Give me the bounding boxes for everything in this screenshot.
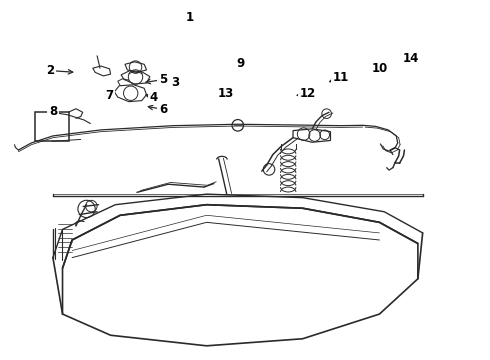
Text: 8: 8 (49, 105, 57, 118)
Text: 5: 5 (159, 73, 168, 86)
Text: 2: 2 (47, 64, 54, 77)
Text: 11: 11 (333, 71, 349, 84)
Text: 10: 10 (371, 62, 388, 75)
Text: 9: 9 (236, 57, 245, 70)
Text: 12: 12 (299, 87, 316, 100)
Text: 7: 7 (105, 89, 114, 102)
Text: 1: 1 (186, 11, 194, 24)
Text: 6: 6 (159, 103, 168, 116)
Text: 3: 3 (172, 76, 179, 90)
Text: 13: 13 (218, 87, 234, 100)
Text: 4: 4 (149, 91, 158, 104)
Bar (35, 112, 69, 141)
Text: 14: 14 (402, 52, 419, 65)
